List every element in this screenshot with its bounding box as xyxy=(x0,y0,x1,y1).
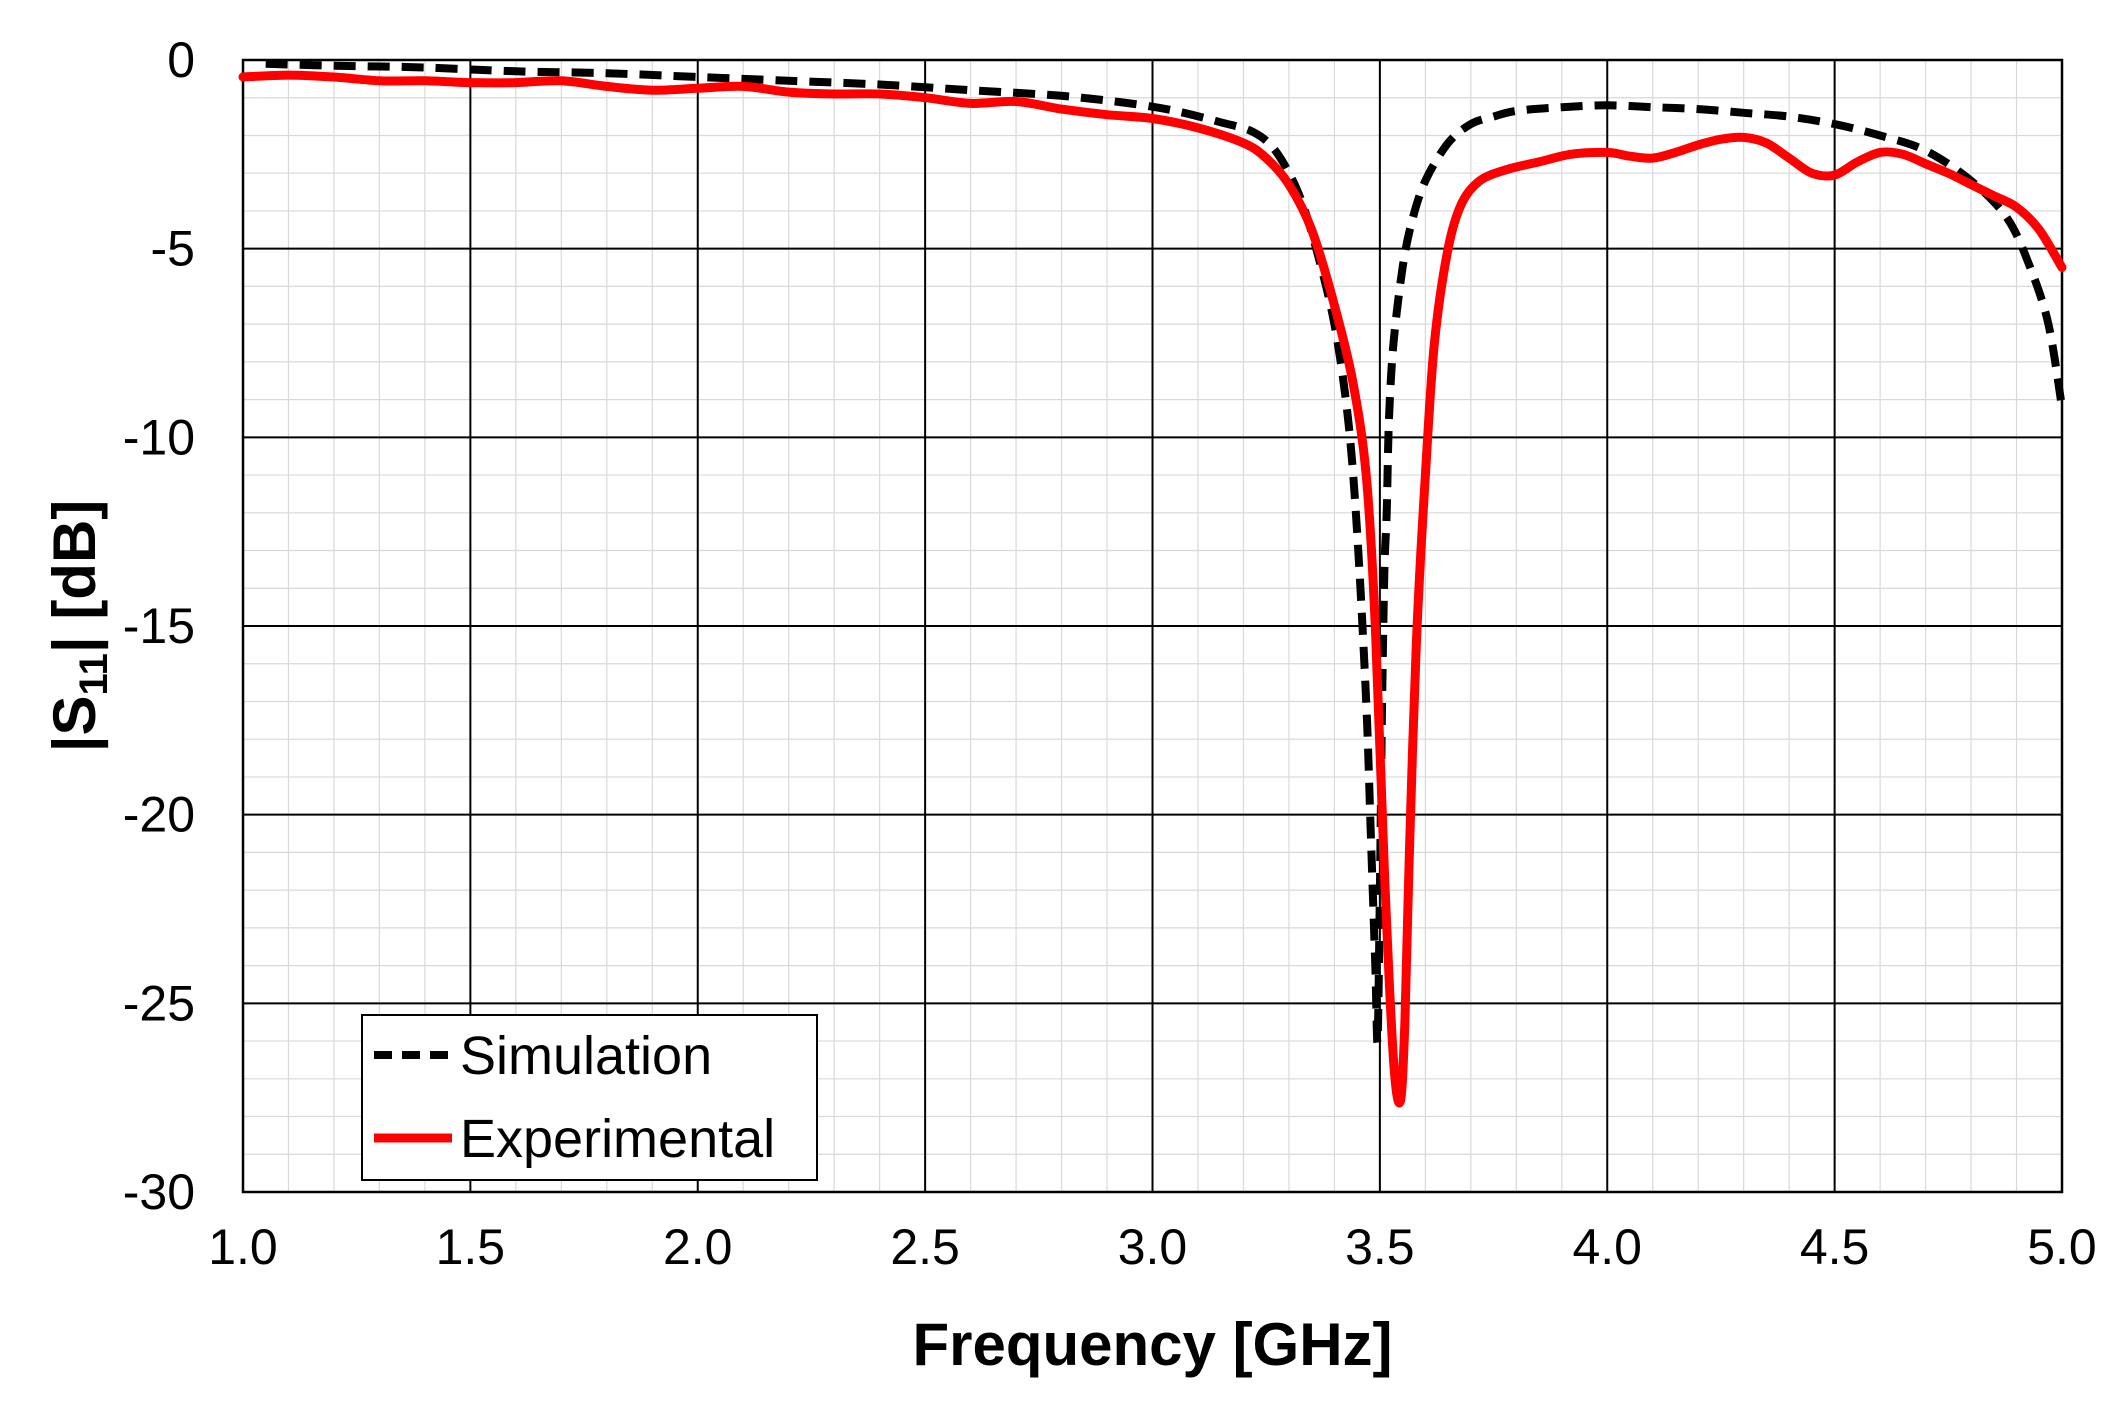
y-tick-label: -25 xyxy=(123,975,195,1031)
x-tick-label: 3.0 xyxy=(1118,1219,1188,1275)
y-axis-title: |S11| [dB] xyxy=(41,500,116,753)
legend-label-experimental: Experimental xyxy=(460,1109,775,1169)
y-tick-label: -20 xyxy=(123,787,195,843)
x-tick-label: 2.0 xyxy=(663,1219,733,1275)
x-axis-title: Frequency [GHz] xyxy=(912,1311,1392,1378)
x-tick-label: 4.5 xyxy=(1800,1219,1870,1275)
y-axis-title-subscript: 11 xyxy=(72,653,116,695)
y-tick-label: 0 xyxy=(167,32,195,88)
x-tick-label: 3.5 xyxy=(1345,1219,1415,1275)
x-tick-label: 1.0 xyxy=(208,1219,278,1275)
y-axis-title-main: |S xyxy=(41,695,109,752)
y-tick-label: -30 xyxy=(123,1164,195,1220)
x-tick-label: 2.5 xyxy=(890,1219,960,1275)
y-axis-title-rest: | [dB] xyxy=(41,500,109,653)
x-tick-labels: 1.0 1.5 2.0 2.5 3.0 3.5 4.0 4.5 5.0 xyxy=(208,1219,2097,1275)
legend-box xyxy=(361,1014,818,1181)
series-line-experimental xyxy=(238,70,2067,1108)
series-layer xyxy=(238,59,2067,1108)
x-tick-label: 5.0 xyxy=(2027,1219,2097,1275)
legend: Simulation Experimental xyxy=(361,1014,818,1181)
plot-area-frame xyxy=(241,58,2064,1194)
y-tick-label: -15 xyxy=(123,598,195,654)
y-tick-labels: 0 -5 -10 -15 -20 -25 -30 xyxy=(123,32,195,1220)
x-tick-label: 1.5 xyxy=(436,1219,506,1275)
y-tick-label: -10 xyxy=(123,409,195,465)
x-tick-label: 4.0 xyxy=(1572,1219,1642,1275)
legend-label-simulation: Simulation xyxy=(460,1026,712,1086)
y-tick-label: -5 xyxy=(151,221,195,277)
series-line-simulation xyxy=(265,59,2066,1047)
